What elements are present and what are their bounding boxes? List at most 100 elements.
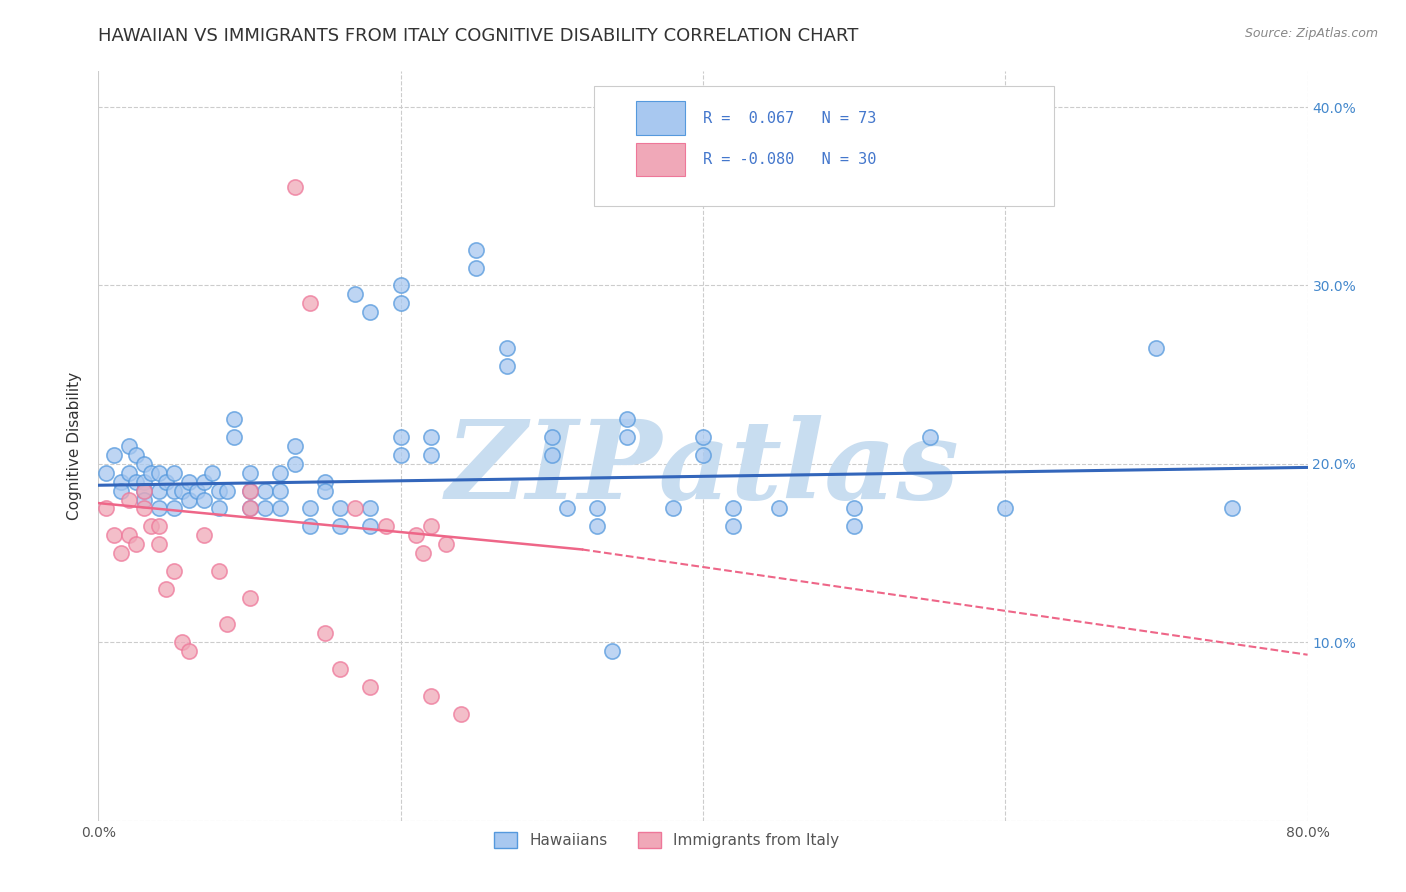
Point [450,706,472,721]
Point [94,501,117,516]
Point [540,430,562,444]
Point [132,492,155,507]
Point [692,448,714,462]
Point [239,466,262,480]
Y-axis label: Cognitive Disability: Cognitive Disability [67,372,83,520]
Point [299,296,322,310]
Point [269,483,291,498]
Point [1220,501,1243,516]
Point [94,466,117,480]
Point [148,466,170,480]
Point [239,483,262,498]
Point [329,662,352,676]
Point [540,448,562,462]
Point [148,483,170,498]
Point [141,519,163,533]
Point [768,501,790,516]
Point [132,457,155,471]
Point [616,412,638,426]
Point [420,430,443,444]
Point [314,483,336,498]
Point [179,475,201,489]
Point [405,528,427,542]
Point [434,537,457,551]
Point [844,519,866,533]
Point [360,305,382,319]
Point [420,519,443,533]
Point [284,457,307,471]
Point [420,448,443,462]
Point [412,546,434,560]
Text: R = -0.080   N = 30: R = -0.080 N = 30 [703,152,876,167]
Point [155,475,177,489]
Point [118,528,141,542]
Point [193,528,215,542]
Point [239,501,262,516]
Point [179,492,201,507]
Bar [637,143,685,177]
Point [465,243,488,257]
Point [163,466,186,480]
Point [132,483,155,498]
Point [125,475,148,489]
Point [269,466,291,480]
Point [118,492,141,507]
Point [148,519,170,533]
Point [586,501,609,516]
Point [125,448,148,462]
Point [314,626,336,640]
Text: R =  0.067   N = 73: R = 0.067 N = 73 [703,111,876,126]
Point [132,483,155,498]
Point [253,483,276,498]
Point [389,448,412,462]
Point [844,501,866,516]
Point [170,635,193,649]
Point [132,475,155,489]
Point [186,483,208,498]
Point [110,475,132,489]
Point [360,680,382,694]
Point [360,501,382,516]
Point [163,501,186,516]
Point [495,341,517,355]
Point [193,492,215,507]
Point [465,260,488,275]
Point [284,180,307,194]
Point [148,537,170,551]
Point [163,564,186,578]
Point [208,501,231,516]
Point [201,466,224,480]
Point [284,439,307,453]
Text: Source: ZipAtlas.com: Source: ZipAtlas.com [1244,27,1378,40]
Point [239,501,262,516]
Point [118,466,141,480]
Bar [637,102,685,135]
Point [103,528,125,542]
Point [269,501,291,516]
Point [586,519,609,533]
Point [208,483,231,498]
Text: ZIPatlas: ZIPatlas [446,415,960,522]
Point [215,483,238,498]
Point [344,501,367,516]
Point [208,564,231,578]
Point [420,689,443,703]
Point [253,501,276,516]
Point [299,501,322,516]
Point [661,501,683,516]
Point [723,519,745,533]
Point [155,582,177,596]
Point [179,644,201,658]
Point [374,519,396,533]
Point [141,466,163,480]
Point [118,439,141,453]
Text: HAWAIIAN VS IMMIGRANTS FROM ITALY COGNITIVE DISABILITY CORRELATION CHART: HAWAIIAN VS IMMIGRANTS FROM ITALY COGNIT… [98,27,859,45]
Point [723,501,745,516]
Point [239,483,262,498]
Point [329,519,352,533]
Point [103,448,125,462]
Point [299,519,322,533]
FancyBboxPatch shape [595,87,1053,206]
Point [389,278,412,293]
Point [132,501,155,516]
